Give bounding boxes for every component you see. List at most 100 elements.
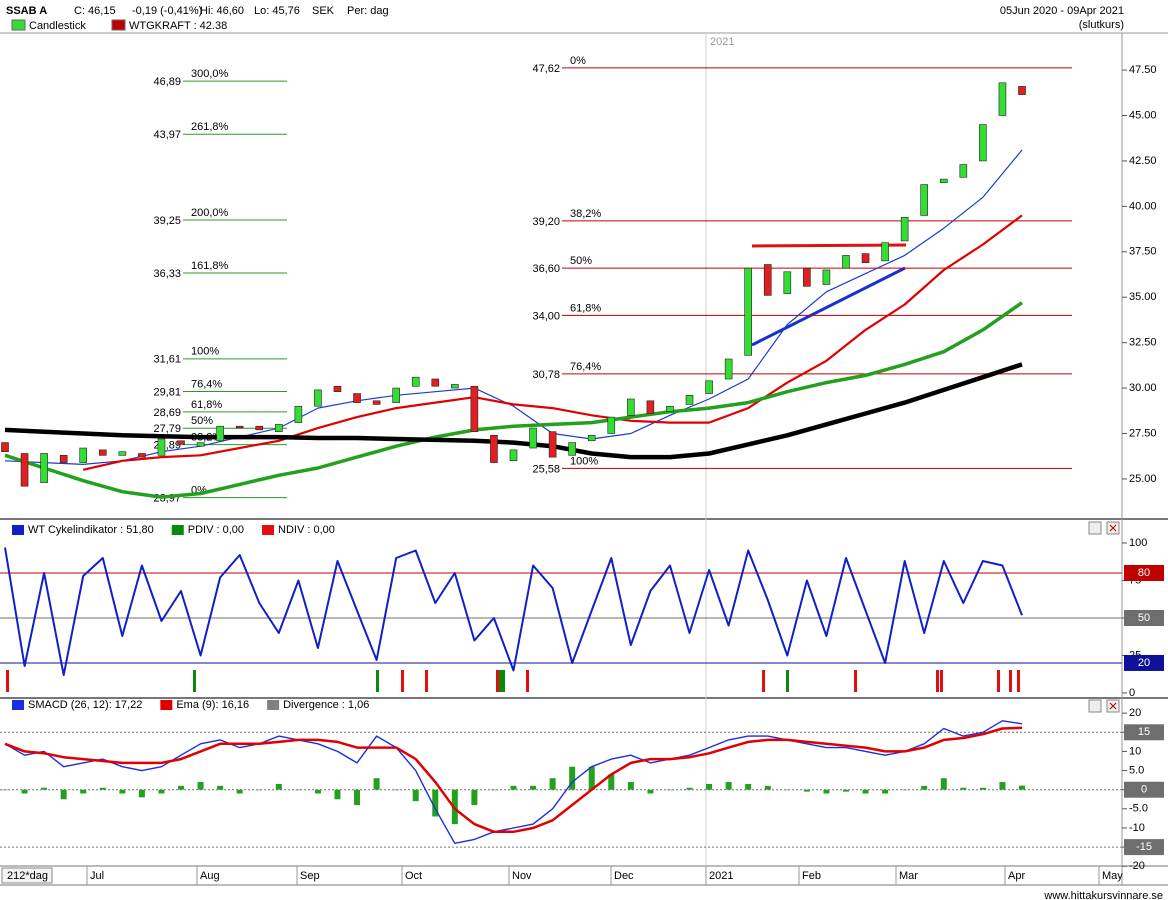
fib-value: 43,97 [153, 129, 181, 141]
candle [451, 384, 459, 389]
candle [98, 449, 107, 456]
x-tick-label: Nov [512, 870, 532, 882]
fib-value: 39,25 [153, 215, 181, 227]
legend-item[interactable]: WTGKRAFT : 42.38 [129, 20, 227, 32]
candle [529, 427, 537, 449]
legend-item[interactable]: NDIV : 0,00 [278, 524, 335, 536]
signal-markers [6, 670, 1020, 692]
candle [509, 449, 518, 462]
candle [392, 387, 400, 403]
candle [314, 389, 322, 407]
fib-value: 25,58 [532, 463, 560, 475]
level-box [1124, 781, 1164, 798]
candle [900, 216, 909, 242]
ndiv-signal [1017, 670, 1020, 692]
fib-pct: 161,8% [191, 260, 229, 272]
candle [294, 405, 303, 423]
candle [998, 82, 1007, 116]
candle [20, 453, 29, 487]
divergence-bar [295, 789, 302, 791]
candle [431, 378, 440, 387]
legend-item[interactable]: WT Cykelindikator : 51,80 [28, 524, 154, 536]
legend-item[interactable]: Candlestick [29, 20, 86, 32]
divergence-bar [119, 789, 126, 794]
legend-item[interactable]: Divergence : 1,06 [283, 699, 369, 711]
candle [783, 271, 792, 294]
support-line [751, 266, 906, 347]
divergence-bar [647, 789, 654, 794]
divergence-bar [530, 785, 537, 790]
settings-button[interactable] [1088, 699, 1102, 713]
candle [40, 453, 48, 483]
ndiv-signal [936, 670, 939, 692]
legend-item[interactable]: SMACD (26, 12): 17,22 [28, 699, 142, 711]
y-tick-label: 37.50 [1129, 246, 1157, 258]
divergence-bar [256, 789, 263, 791]
candle [627, 398, 635, 416]
y-tick-label: -5.0 [1129, 803, 1148, 815]
candle [411, 376, 420, 387]
level-box [1124, 654, 1164, 671]
fib-pct: 76,4% [570, 361, 601, 373]
legend-swatch [171, 525, 184, 535]
divergence-bar [745, 783, 752, 790]
pdiv-signal [499, 670, 502, 692]
candle [607, 416, 616, 434]
level-label: 80 [1138, 567, 1150, 579]
divergence-bar [197, 782, 204, 790]
divergence-bar [960, 787, 967, 790]
pdiv-signal [502, 670, 505, 692]
candle [255, 425, 264, 431]
candle [568, 442, 576, 456]
high: Hi: 46,60 [200, 5, 244, 17]
legend-swatch [12, 700, 24, 710]
divergence-bar [60, 789, 67, 800]
x-tick-label: Sep [300, 870, 320, 882]
x-tick-label: Dec [614, 870, 634, 882]
legend-item[interactable]: PDIV : 0,00 [188, 524, 244, 536]
fib-value: 28,69 [153, 407, 181, 419]
candle [138, 453, 146, 458]
fib-value: 30,78 [532, 369, 560, 381]
x-tick-label: 2021 [709, 870, 733, 882]
low: Lo: 45,76 [254, 5, 300, 17]
ndiv-signal [401, 670, 404, 692]
divergence-bar [1019, 785, 1025, 790]
fib-pct: 76,4% [191, 378, 222, 390]
fib-pct: 300,0% [191, 68, 229, 80]
candle [803, 267, 811, 287]
divergence-bar [686, 787, 693, 790]
divergence-bar [373, 778, 380, 790]
date-range: 05Jun 2020 - 09Apr 2021 [1000, 5, 1124, 17]
x-tick-label: May [1102, 870, 1123, 882]
moving-average [4, 149, 1023, 465]
candle [959, 164, 968, 178]
x-tick-label: Aug [200, 870, 220, 882]
pdiv-signal [376, 670, 379, 692]
x-tick-label: Mar [899, 870, 918, 882]
candle [216, 425, 224, 442]
y-tick-label: 47.50 [1129, 64, 1157, 76]
fib-pct: 100% [570, 455, 598, 467]
divergence-bar [41, 787, 48, 790]
candle [685, 395, 694, 405]
candle [275, 424, 283, 432]
settings-button[interactable] [1088, 521, 1102, 535]
candle [79, 447, 88, 463]
y-tick-label: 10 [1129, 745, 1141, 757]
legend-item[interactable]: Ema (9): 16,16 [176, 699, 249, 711]
year-label: 2021 [710, 36, 734, 48]
level-label: 50 [1138, 612, 1150, 624]
ticker: SSAB A [6, 5, 47, 17]
candle [842, 255, 850, 269]
divergence-bar [842, 789, 849, 792]
candle [979, 124, 987, 162]
divergence-bar [921, 785, 928, 790]
candle [881, 242, 889, 262]
candle [59, 455, 68, 463]
candle [744, 267, 752, 356]
candle [587, 435, 596, 442]
y-tick-label: -20 [1129, 860, 1145, 872]
moving-average [82, 214, 1023, 471]
divergence-bar [178, 785, 185, 790]
